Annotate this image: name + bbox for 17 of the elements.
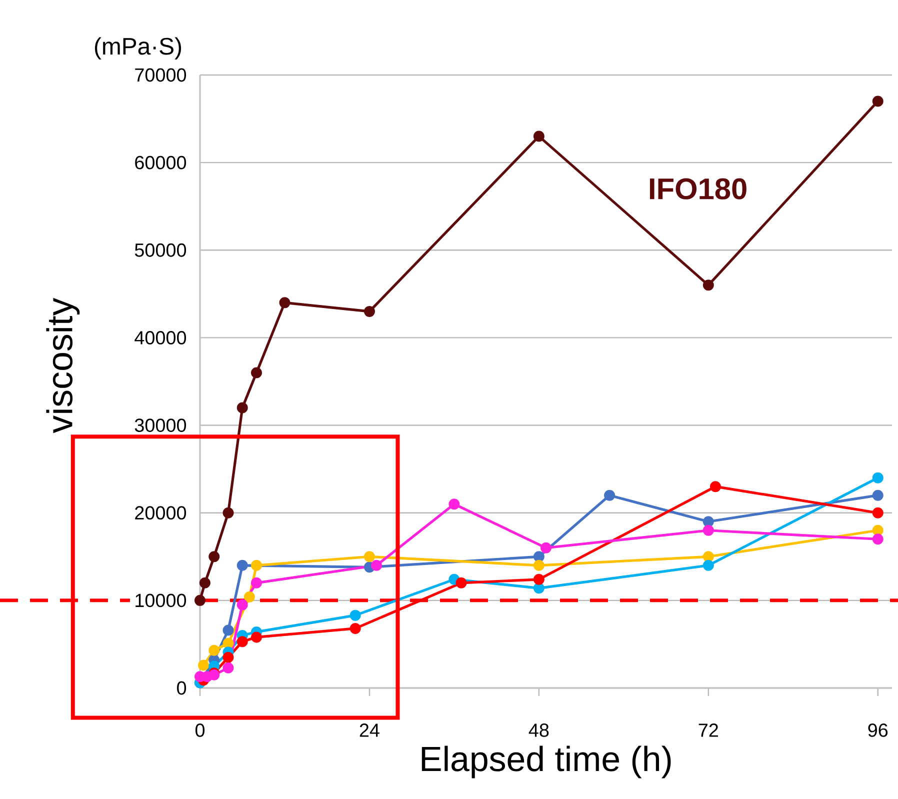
x-axis-title: Elapsed time (h): [422, 746, 671, 778]
y-tick-label: 40000: [134, 331, 186, 344]
y-tick-label: 70000: [135, 68, 186, 82]
y-axis-title: viscosity: [46, 298, 80, 434]
y-tick-label: 0: [177, 681, 186, 695]
y-tick-label: 10000: [136, 594, 186, 608]
x-tick-label: 72: [698, 724, 718, 737]
y-tick-label: 30000: [134, 418, 186, 432]
x-tick-label: 48: [528, 724, 549, 737]
series-label: IFO180: [650, 178, 746, 200]
x-tick-label: 24: [360, 724, 380, 737]
text: (mPa·S): [94, 37, 182, 60]
y-tick-label: 60000: [135, 156, 186, 170]
x-tick-label: 0: [195, 724, 205, 737]
x-tick-label: 96: [868, 724, 888, 737]
y-tick-label: 50000: [134, 243, 186, 257]
y-tick-label: 20000: [135, 506, 186, 520]
